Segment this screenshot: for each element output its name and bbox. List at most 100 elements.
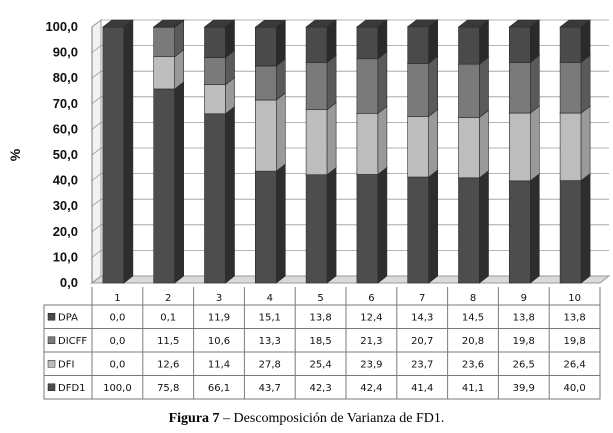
bar-side <box>326 19 337 63</box>
bar-front <box>508 112 531 182</box>
gridline <box>91 45 609 53</box>
data-label: 19,8 <box>563 336 585 347</box>
bar-top <box>102 19 134 28</box>
data-label: 26,4 <box>563 359 585 370</box>
bar-side <box>377 166 388 284</box>
bar-side <box>326 167 337 284</box>
data-label: 14,5 <box>462 312 484 323</box>
figure-caption-text: – Descomposición de Varianza de FD1. <box>219 411 445 426</box>
bar-front <box>204 84 226 115</box>
bar-top <box>559 19 591 28</box>
bar-side <box>377 51 388 114</box>
gridlines <box>91 19 609 284</box>
bar-segment-dicff-10 <box>559 54 591 114</box>
bar-segment-dfd1-4 <box>254 163 287 284</box>
bar-front <box>458 63 480 118</box>
bar-side <box>580 19 591 63</box>
gridline <box>91 96 609 105</box>
legend-label: DICFF <box>58 336 87 347</box>
gridline <box>91 224 609 233</box>
bar-side <box>479 109 489 179</box>
figure-caption-label: Figura 7 <box>168 411 220 426</box>
legend-key <box>47 383 56 391</box>
bar-side <box>529 54 540 114</box>
gridline <box>91 249 609 258</box>
bar-front <box>255 26 277 67</box>
bar-side <box>326 102 337 176</box>
data-label: 41,1 <box>462 383 484 394</box>
data-label: 14,3 <box>411 312 433 323</box>
bar-side <box>529 105 540 182</box>
bar-front <box>204 113 226 284</box>
bar-segment-dpa-7 <box>406 19 439 64</box>
data-label: 27,8 <box>259 359 281 370</box>
bar-segment-dicff-8 <box>457 56 490 118</box>
x-tick-label: 4 <box>267 293 273 304</box>
bar-segment-dpa-10 <box>559 19 591 63</box>
bar-side <box>428 55 439 117</box>
bar-segment-dicff-5 <box>305 54 337 111</box>
bar-side <box>275 19 286 67</box>
bar-segment-dfd1-10 <box>559 172 591 284</box>
data-label: 42,4 <box>360 383 382 394</box>
bar-side <box>479 19 489 65</box>
bar-segment-dfi-10 <box>559 105 591 182</box>
bar-segment-dfi-5 <box>305 102 337 176</box>
bar-side <box>428 19 439 64</box>
bar-front <box>407 116 430 178</box>
bar-segment-dfd1-8 <box>457 170 490 284</box>
bar-side <box>479 56 489 118</box>
bar-front <box>204 26 226 58</box>
bar-front <box>305 62 328 110</box>
data-label: 11,5 <box>157 336 179 347</box>
data-label: 15,1 <box>259 312 281 323</box>
bar-side <box>123 19 134 284</box>
bar-side <box>326 54 337 111</box>
x-tick-label: 1 <box>114 293 120 304</box>
bar-front <box>407 63 430 117</box>
bar-side <box>479 170 489 284</box>
legend-key <box>47 336 56 344</box>
bar-top <box>508 19 541 28</box>
bar-front <box>305 26 328 63</box>
bar-segment-dicff-9 <box>508 54 541 114</box>
data-label: 75,8 <box>157 383 179 394</box>
data-label: 100,0 <box>103 383 132 394</box>
x-tick-label: 7 <box>419 293 425 304</box>
bar-segment-dpa-5 <box>305 19 337 63</box>
bar-side <box>225 106 235 284</box>
bar-side <box>529 173 540 284</box>
bar-front <box>305 109 328 176</box>
data-label: 20,7 <box>411 336 433 347</box>
y-tick-label: 40,0 <box>53 173 78 188</box>
bar-side <box>428 169 439 284</box>
data-label: 25,4 <box>309 359 331 370</box>
legend-label: DFD1 <box>58 383 86 394</box>
gridline <box>91 173 609 181</box>
bar-front <box>407 176 430 284</box>
data-table: 1 2 3 4 5 6 7 8 9 10 DPA 0,0 0,1 11,9 15,1 13,8 12,4 14,3… <box>43 287 601 400</box>
y-tick-label: 30,0 <box>53 198 78 213</box>
bar-side <box>275 163 286 284</box>
bar-segment-dfd1-2 <box>152 81 185 284</box>
bar-front <box>508 180 531 284</box>
bar-front <box>305 174 328 284</box>
bar-segment-dfd1-1 <box>102 19 134 284</box>
bar-front <box>559 112 582 181</box>
bar-front <box>153 26 175 57</box>
bar-front <box>559 62 582 114</box>
data-label: 26,5 <box>513 359 535 370</box>
y-tick-label: 50,0 <box>53 147 78 162</box>
y-tick-label: 20,0 <box>53 224 78 239</box>
bar-segment-dicff-6 <box>356 51 388 114</box>
gridline <box>91 19 609 28</box>
data-label: 18,5 <box>309 336 331 347</box>
bar-front <box>458 26 480 65</box>
bar-side <box>377 105 388 176</box>
data-label: 41,4 <box>411 383 433 394</box>
bar-front <box>356 58 379 114</box>
data-label: 21,3 <box>360 336 382 347</box>
data-label: 13,8 <box>309 312 331 323</box>
bar-segment-dicff-7 <box>406 55 439 117</box>
figure-caption: Figura 7 – Descomposición de Varianza de… <box>0 411 613 427</box>
